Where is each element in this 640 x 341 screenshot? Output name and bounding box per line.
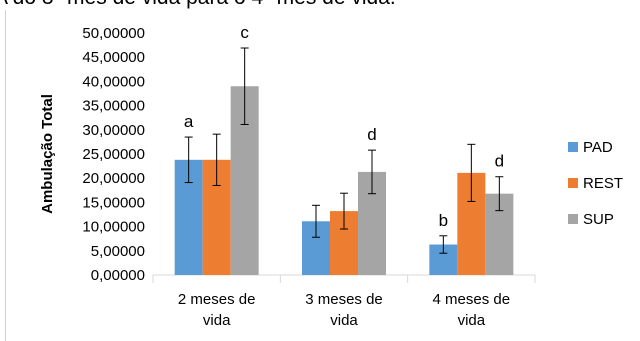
x-tick-label: 2 meses de vida: [178, 291, 256, 329]
axes: 0,00000 5,00000 10,00000 15,00000 20,00000 25…: [39, 25, 536, 329]
legend-label: SUP: [583, 211, 614, 228]
legend-label: REST: [583, 175, 623, 192]
legend: PAD REST SUP: [568, 139, 623, 228]
y-tick-label: 15,00000: [82, 194, 145, 211]
y-tick-label: 30,00000: [82, 122, 145, 139]
significance-label: d: [367, 125, 376, 144]
x-tick-label: 4 meses de vida: [433, 291, 511, 329]
y-tick-label: 40,00000: [82, 73, 145, 90]
significance-label: d: [495, 152, 504, 171]
bars: [174, 47, 514, 276]
y-tick-label: 25,00000: [82, 146, 145, 163]
legend-swatch: [568, 142, 578, 152]
x-tick-label: 3 meses de vida: [305, 291, 383, 329]
y-tick-label: 35,00000: [82, 98, 145, 115]
y-tick-label: 50,00000: [82, 25, 145, 42]
cut-off-caption-text: A do 3º mês de vida para o 4º mês de vid…: [0, 0, 396, 10]
y-tick-label: 0,00000: [91, 267, 145, 284]
legend-label: PAD: [583, 139, 613, 156]
y-tick-label: 10,00000: [82, 219, 145, 236]
y-tick-label: 20,00000: [82, 170, 145, 187]
legend-swatch: [568, 214, 578, 224]
significance-label: a: [184, 112, 194, 131]
y-tick-label: 5,00000: [91, 243, 145, 260]
significance-label: b: [439, 211, 448, 230]
significance-label: c: [240, 23, 249, 42]
y-axis-label: Ambulação Total: [39, 94, 56, 214]
chart-frame: [5, 10, 634, 341]
y-tick-label: 45,00000: [82, 49, 145, 66]
labels: a b c d d: [184, 23, 504, 230]
legend-swatch: [568, 178, 578, 188]
